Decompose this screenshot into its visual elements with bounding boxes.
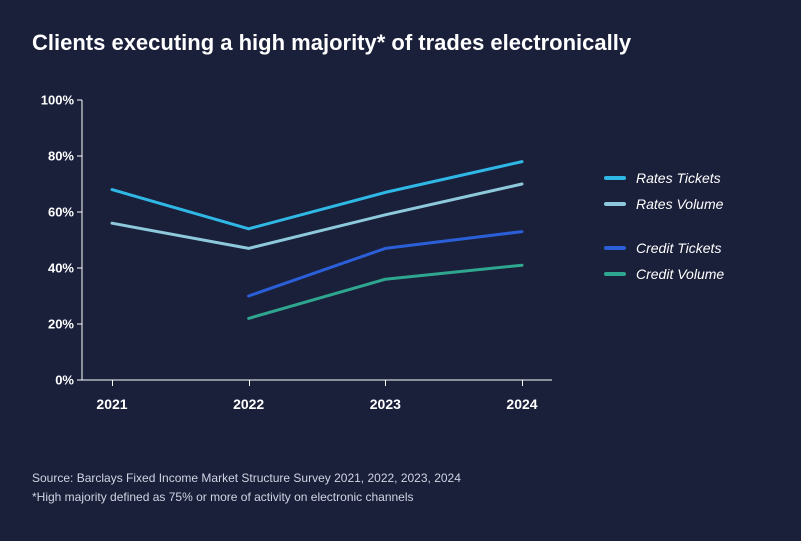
y-tick-label: 60% bbox=[32, 205, 74, 220]
y-tick-label: 100% bbox=[32, 93, 74, 108]
series-line bbox=[249, 232, 522, 296]
y-tick-label: 20% bbox=[32, 317, 74, 332]
x-tick-mark bbox=[522, 380, 523, 386]
x-tick-label: 2022 bbox=[233, 396, 264, 412]
x-tick-label: 2024 bbox=[506, 396, 537, 412]
legend-label: Rates Tickets bbox=[636, 170, 721, 186]
x-tick-mark bbox=[112, 380, 113, 386]
x-tick-mark bbox=[249, 380, 250, 386]
legend-swatch bbox=[604, 246, 626, 250]
series-line bbox=[112, 162, 522, 229]
x-tick-label: 2021 bbox=[96, 396, 127, 412]
legend-swatch bbox=[604, 176, 626, 180]
footnote-source: Source: Barclays Fixed Income Market Str… bbox=[32, 469, 461, 488]
legend: Rates TicketsRates VolumeCredit TicketsC… bbox=[604, 170, 784, 310]
x-tick-label: 2023 bbox=[370, 396, 401, 412]
chart-area: 0%20%40%60%80%100% 2021202220232024 bbox=[32, 100, 572, 420]
legend-label: Rates Volume bbox=[636, 196, 723, 212]
legend-item: Credit Tickets bbox=[604, 240, 784, 256]
legend-group: Rates Tickets Rates Volume bbox=[604, 170, 784, 212]
legend-label: Credit Volume bbox=[636, 266, 724, 282]
plot bbox=[82, 100, 552, 380]
legend-label: Credit Tickets bbox=[636, 240, 721, 256]
y-tick-label: 80% bbox=[32, 149, 74, 164]
legend-item: Rates Tickets bbox=[604, 170, 784, 186]
y-tick-label: 0% bbox=[32, 373, 74, 388]
legend-group: Credit Tickets Credit Volume bbox=[604, 240, 784, 282]
legend-swatch bbox=[604, 202, 626, 206]
legend-swatch bbox=[604, 272, 626, 276]
footnote-definition: *High majority defined as 75% or more of… bbox=[32, 488, 461, 507]
y-tick-label: 40% bbox=[32, 261, 74, 276]
x-tick-mark bbox=[385, 380, 386, 386]
footnote: Source: Barclays Fixed Income Market Str… bbox=[32, 469, 461, 507]
series-line bbox=[249, 265, 522, 318]
legend-item: Rates Volume bbox=[604, 196, 784, 212]
chart-title: Clients executing a high majority* of tr… bbox=[32, 30, 631, 56]
line-chart-svg bbox=[82, 100, 552, 380]
legend-item: Credit Volume bbox=[604, 266, 784, 282]
